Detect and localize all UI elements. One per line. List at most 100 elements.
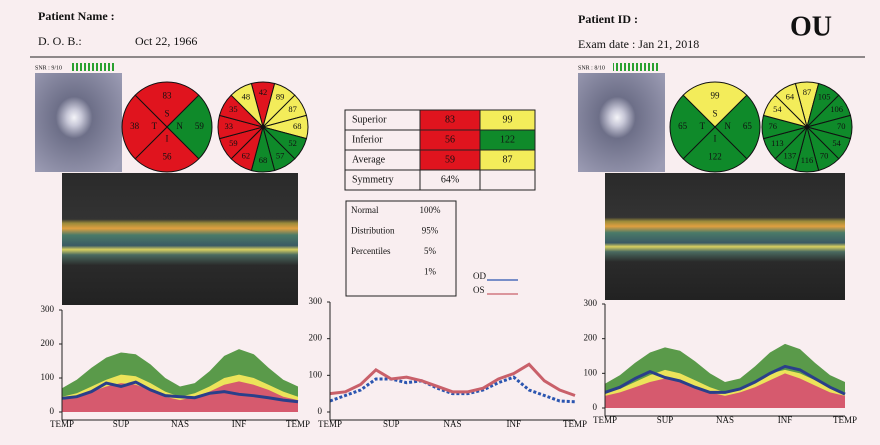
quadrant-value: 83 [163, 90, 173, 100]
clock-sector [774, 82, 808, 129]
quadrant-name: S [164, 108, 169, 118]
table-label: Symmetry [352, 174, 394, 185]
y-tick-label: 100 [584, 367, 598, 377]
legend-text: 95% [422, 226, 439, 236]
clock-value: 33 [225, 121, 234, 131]
x-tick-label: TEMP [50, 419, 74, 429]
quadrant-sector [682, 81, 748, 128]
snr-bars [613, 63, 659, 71]
y-tick-label: 100 [41, 372, 55, 382]
quadrant-value: 65 [678, 121, 688, 131]
y-tick-label: 0 [50, 406, 55, 416]
percentile-legend-box [345, 200, 457, 297]
thickness-line [61, 380, 299, 404]
legend-text: Percentiles [351, 246, 391, 256]
x-tick-label: NAS [171, 419, 189, 429]
quadrant-name: I [166, 134, 169, 144]
quadrant-name: T [700, 121, 706, 131]
thickness-line [329, 375, 576, 404]
thickness-line [329, 362, 576, 397]
oct-scan [62, 173, 298, 305]
x-tick-label: TEMP [563, 419, 587, 429]
clock-value: 70 [820, 151, 829, 161]
quadrant-name: S [712, 108, 717, 118]
y-tick-label: 100 [309, 369, 323, 379]
table-value: 56 [445, 134, 455, 145]
thickness-line [604, 364, 846, 396]
quadrant-value: 59 [195, 121, 205, 131]
quadrant-name: N [724, 121, 731, 131]
y-tick-label: 0 [593, 402, 598, 412]
normative-band [62, 381, 298, 412]
dob-label: D. O. B.: [38, 34, 82, 48]
legend-label: OS [473, 285, 485, 295]
clock-value: 35 [229, 104, 238, 114]
quadrant-value: 38 [130, 121, 140, 131]
table-value: 99 [503, 114, 513, 125]
x-tick-label: TEMP [833, 415, 857, 425]
patient-name-label: Patient Name : [38, 9, 115, 23]
patient-id-label: Patient ID : [578, 12, 638, 26]
quadrant-sector [121, 94, 168, 160]
legend-text: 100% [420, 205, 442, 215]
clock-value: 87 [288, 104, 297, 114]
clock-value: 52 [288, 138, 297, 148]
x-tick-label: SUP [383, 419, 400, 429]
clock-value: 70 [837, 121, 846, 131]
clock-sector [230, 82, 264, 129]
table-label: Average [352, 154, 386, 165]
clock-value: 59 [229, 138, 238, 148]
clock-value: 106 [830, 104, 843, 114]
quadrant-value: 99 [711, 90, 721, 100]
y-tick-label: 300 [309, 296, 323, 306]
clock-value: 68 [259, 155, 268, 165]
legend-label: OD [473, 271, 486, 281]
clock-value: 64 [786, 91, 795, 101]
quadrant-name: I [714, 134, 717, 144]
oct-scan [605, 173, 845, 300]
x-tick-label: INF [232, 419, 247, 429]
clock-value: 89 [276, 91, 285, 101]
y-tick-label: 200 [584, 333, 598, 343]
table-value: 83 [445, 114, 455, 125]
eye-label: OU [790, 11, 832, 42]
legend-text: 1% [424, 267, 437, 277]
x-tick-label: SUP [657, 415, 674, 425]
clock-value: 42 [259, 87, 268, 97]
quadrant-value: 122 [708, 152, 722, 162]
legend-text: Normal [351, 205, 379, 215]
table-label: Inferior [352, 134, 383, 145]
quadrant-value: 65 [743, 121, 753, 131]
x-tick-label: TEMP [593, 415, 617, 425]
clock-value: 116 [801, 155, 813, 165]
x-tick-label: INF [506, 419, 521, 429]
clock-value: 57 [276, 151, 285, 161]
x-tick-label: NAS [443, 419, 461, 429]
snr-label: SNR : 8/10 [578, 65, 605, 71]
clock-value: 87 [803, 87, 812, 97]
clock-value: 68 [293, 121, 302, 131]
snr-bars [70, 63, 116, 71]
quadrant-sector [134, 126, 200, 173]
y-tick-label: 300 [584, 298, 598, 308]
clock-value: 137 [784, 151, 797, 161]
quadrant-sector [682, 126, 748, 173]
table-value: 59 [445, 154, 455, 165]
quadrant-name: T [152, 121, 158, 131]
clock-value: 54 [773, 104, 782, 114]
legend-text: 5% [424, 246, 437, 256]
clock-value: 54 [832, 138, 841, 148]
quadrant-name: N [176, 121, 183, 131]
normative-band [605, 373, 845, 408]
x-tick-label: SUP [113, 419, 130, 429]
legend-text: Distribution [351, 226, 395, 236]
y-tick-label: 200 [41, 338, 55, 348]
x-tick-label: INF [778, 415, 793, 425]
table-value: 122 [500, 134, 515, 145]
fundus-image [35, 73, 122, 172]
dob: Oct 22, 1966 [135, 34, 197, 48]
table-value: 87 [503, 154, 513, 165]
clock-value: 76 [769, 121, 778, 131]
